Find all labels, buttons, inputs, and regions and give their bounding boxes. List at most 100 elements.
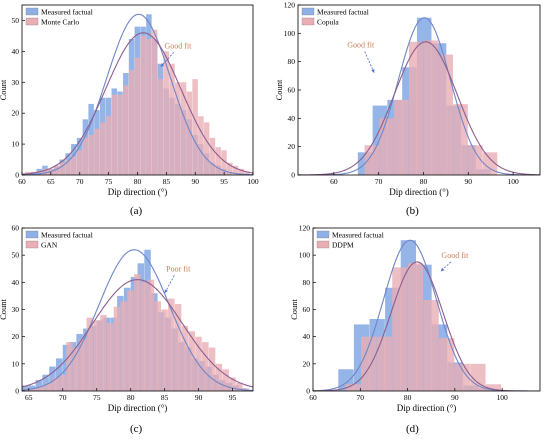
bar-model: [244, 171, 250, 175]
y-tick-label: 80: [288, 57, 296, 66]
bar-model: [117, 94, 123, 175]
bar-model: [232, 165, 239, 175]
x-tick-label: 85: [163, 177, 171, 186]
bars-group: [22, 249, 250, 391]
bar-model: [154, 301, 161, 391]
bars-group: [24, 14, 250, 175]
y-tick-label: 60: [288, 86, 296, 95]
x-tick-label: 80: [420, 177, 428, 186]
annotation-text: Good fit: [164, 41, 192, 50]
fit-curve-model: [298, 41, 540, 175]
bar-model: [82, 137, 89, 175]
bar-model: [379, 118, 394, 175]
x-tick-label: 90: [465, 177, 473, 186]
x-tick-label: 80: [404, 393, 412, 402]
bar-measured: [76, 333, 83, 391]
bar-model: [208, 347, 216, 391]
y-tick-label: 10: [12, 359, 20, 368]
y-axis-label: Count: [274, 79, 284, 100]
bar-measured: [69, 342, 77, 391]
y-tick-label: 30: [12, 305, 20, 314]
bar-model: [147, 279, 155, 391]
bar-model: [71, 156, 77, 175]
histogram-chart-b: 60 70 80 90 100 0 20 40 60 80 100 120 Dip direction …: [274, 1, 541, 197]
bar-model: [221, 150, 227, 175]
bar-model: [407, 263, 424, 391]
bar-model: [105, 116, 112, 175]
x-tick-label: 75: [93, 393, 101, 402]
bar-model: [482, 152, 498, 175]
bar-measured: [219, 380, 226, 391]
bar-model: [376, 336, 392, 391]
bar-model: [468, 145, 483, 175]
bar-model: [42, 168, 48, 175]
legend-label: Measured factual: [41, 8, 93, 17]
y-tick-label: 20: [303, 359, 311, 368]
fit-curve-model: [22, 279, 253, 388]
annotation-text: Poor fit: [166, 264, 191, 273]
x-tick-label: 70: [357, 393, 365, 402]
legend-swatch: [25, 230, 39, 239]
bar-model: [59, 162, 66, 175]
bar-model: [175, 82, 181, 175]
x-tick-label: 95: [220, 177, 228, 186]
bar-measured: [191, 358, 199, 391]
bar-model: [140, 35, 146, 175]
bar-measured: [137, 263, 144, 391]
chart-panel-b: 60 70 80 90 100 0 20 40 60 80 100 120 Dip direction …: [274, 0, 550, 222]
chart-panel-c: 65 70 75 80 85 90 95 0 10 20 30 40 50 60 Dip direction…: [0, 222, 275, 440]
bar-measured: [185, 347, 192, 391]
y-tick-label: 20: [12, 332, 20, 341]
bar-measured: [22, 385, 29, 391]
bar-measured: [171, 328, 178, 391]
x-tick-label: 80: [127, 393, 135, 402]
legend-swatch: [316, 240, 330, 249]
legend-label: GAN: [41, 241, 58, 250]
legend-swatch: [301, 7, 315, 16]
bar-measured: [62, 344, 70, 391]
bar-model: [345, 384, 361, 391]
bar-model: [140, 282, 148, 391]
bar-model: [180, 82, 187, 175]
histogram-chart-d: 60 70 80 90 100 0 20 40 60 80 100 120 Dip direction …: [289, 224, 541, 413]
y-tick-label: 40: [303, 332, 311, 341]
annotation-arrowhead: [164, 289, 168, 294]
bar-model: [100, 314, 107, 391]
bar-model: [229, 377, 236, 391]
bar-model: [181, 325, 189, 391]
bar-model: [123, 85, 129, 175]
bar-model: [93, 320, 100, 391]
bar-model: [52, 377, 60, 391]
bar-model: [157, 79, 164, 175]
bar-measured: [164, 317, 172, 391]
bar-model: [215, 363, 223, 391]
legend-label: Copula: [317, 18, 339, 27]
bar-model: [198, 116, 204, 175]
x-tick-label: 60: [330, 177, 338, 186]
bar-model: [227, 162, 233, 175]
bar-measured: [198, 361, 206, 391]
bar-model: [439, 338, 455, 391]
bar-model: [45, 382, 53, 391]
bar-measured: [103, 317, 111, 391]
chart-panel-d: 60 70 80 90 100 0 20 40 60 80 100 120 Dip direction …: [275, 222, 550, 440]
legend-label: DDPM: [332, 241, 354, 250]
y-tick-label: 0: [291, 171, 295, 180]
y-axis-label: Count: [0, 79, 8, 100]
bar-measured: [55, 358, 63, 391]
bar-model: [134, 57, 141, 175]
bar-model: [203, 122, 210, 175]
bar-measured: [151, 293, 158, 391]
bar-measured: [42, 374, 49, 391]
y-tick-label: 40: [288, 114, 296, 123]
annotation-arrowhead: [371, 69, 375, 73]
legend-label: Measured factual: [317, 8, 369, 17]
bar-measured: [110, 317, 117, 391]
legend-swatch: [301, 17, 315, 26]
legend-label: Measured factual: [332, 231, 384, 240]
bar-measured: [157, 312, 165, 391]
bar-measured: [35, 380, 43, 391]
bar-model: [106, 323, 114, 391]
bar-model: [361, 336, 377, 391]
y-tick-label: 20: [12, 109, 20, 118]
